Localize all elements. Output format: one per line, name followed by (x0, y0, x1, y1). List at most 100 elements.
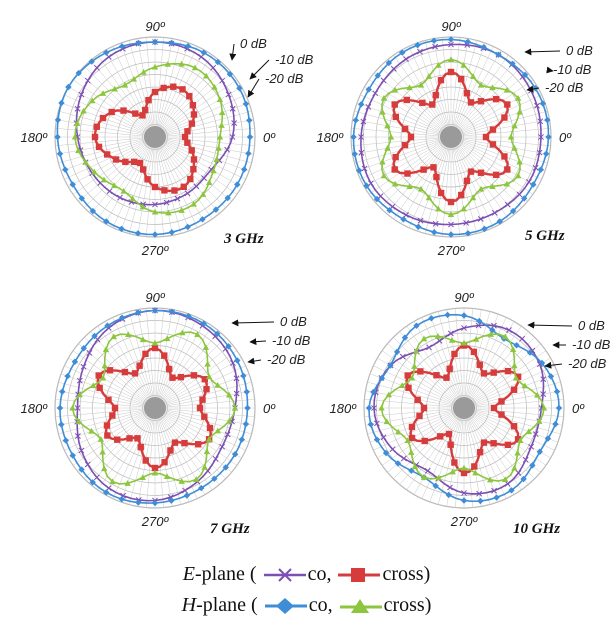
data-point-hco (198, 484, 205, 492)
data-point-hcross (383, 418, 390, 425)
data-point-eco (233, 390, 240, 397)
data-point-eco (105, 53, 112, 60)
data-point-eco (74, 433, 81, 439)
data-point-hcross (472, 469, 479, 476)
grid-spoke (455, 308, 465, 409)
grid-spoke (450, 66, 522, 138)
data-point-eco (224, 146, 231, 153)
grid-spoke (112, 136, 156, 228)
data-point-hcross (460, 61, 467, 68)
angle-label-90: 90º (441, 19, 461, 34)
grid-spoke (154, 119, 254, 138)
grid-spoke (60, 373, 156, 409)
data-point-hcross (215, 145, 222, 151)
data-point-eco (358, 134, 364, 140)
data-point-ecross (106, 367, 114, 374)
grid-spoke (58, 110, 156, 138)
data-point-ecross (136, 362, 143, 369)
data-point-ecross (187, 175, 194, 183)
data-point-eco (532, 164, 539, 171)
data-point-ecross (490, 369, 497, 376)
data-point-eco (536, 149, 543, 156)
data-point-hcross (99, 374, 107, 381)
db-arrow (524, 48, 561, 56)
db-label: 0 dB (240, 36, 267, 51)
grid-spoke (450, 136, 469, 236)
grid-spoke (154, 136, 250, 172)
data-point-hcross (534, 391, 541, 398)
grid-spoke (97, 136, 156, 220)
data-point-hcross (140, 68, 147, 75)
data-point-ecross (392, 113, 400, 121)
grid-spoke (104, 50, 156, 138)
data-point-hcross (391, 86, 399, 93)
data-point-eco (475, 322, 482, 329)
data-point-ecross (171, 187, 178, 194)
data-point-hcross (514, 172, 522, 179)
data-point-hcross (130, 75, 138, 82)
data-point-hco (365, 404, 373, 412)
db-arrow (249, 59, 270, 80)
data-point-hcross (225, 391, 233, 398)
data-point-ecross (167, 447, 174, 454)
data-point-ecross (480, 439, 488, 446)
data-point-ecross (139, 112, 146, 119)
data-point-hco (200, 49, 207, 56)
data-point-hcross (460, 464, 468, 471)
data-point-ecross (95, 372, 102, 379)
data-point-hcross (502, 476, 509, 483)
data-point-ecross (482, 133, 490, 141)
grid-spoke (413, 321, 465, 409)
data-point-eco (461, 325, 467, 331)
data-point-hco (447, 36, 455, 43)
data-point-hco (89, 479, 96, 486)
legend-h-plane-suffix: -plane ( (196, 594, 258, 616)
data-point-hcross (151, 339, 159, 346)
data-point-eco (229, 105, 236, 112)
data-point-hco (394, 460, 402, 467)
data-point-hco (399, 49, 406, 56)
data-point-hcross (507, 133, 515, 140)
grid-spoke (154, 365, 246, 409)
grid-spoke (393, 136, 452, 220)
data-point-hcross (120, 187, 127, 194)
data-point-hcross (231, 404, 239, 411)
data-point-hcross (164, 61, 172, 67)
data-point-ecross (131, 370, 139, 377)
data-point-hco (200, 320, 207, 327)
data-point-eco (106, 188, 113, 195)
data-point-hco (373, 436, 381, 443)
data-point-ecross (180, 183, 187, 190)
data-point-ecross (463, 177, 471, 185)
angle-label-270: 270º (141, 243, 170, 258)
data-point-ecross (457, 75, 465, 83)
data-point-hco (386, 206, 393, 214)
data-point-hcross (514, 95, 522, 101)
data-point-hco (428, 315, 435, 322)
grid-spoke (154, 308, 164, 409)
data-point-ecross (194, 441, 202, 448)
polar-chart-2: 90º 180º 0º 270º 0 dB -10 dB -20 dB 7 GHz (21, 290, 311, 537)
grid-spoke (72, 79, 156, 138)
grid-spoke (146, 136, 156, 237)
data-point-hco (521, 71, 529, 79)
data-point-ecross (477, 98, 485, 105)
db-arrow (527, 321, 573, 329)
data-point-hco (358, 101, 365, 108)
grid-spoke (463, 357, 551, 409)
data-point-hcross (417, 185, 425, 192)
data-point-hcross (75, 147, 82, 154)
data-point-eco (208, 166, 215, 173)
data-point-hco (118, 225, 125, 233)
db-label: 0 dB (566, 43, 593, 58)
data-point-ecross (112, 156, 120, 163)
grid-spoke (154, 136, 255, 146)
data-point-hco (445, 491, 452, 499)
data-point-hcross (88, 427, 95, 434)
db-arrow (247, 78, 260, 98)
data-point-hco (413, 322, 420, 329)
data-point-eco (389, 446, 396, 453)
grid-center (453, 397, 475, 419)
data-point-eco (365, 104, 372, 110)
data-point-hco (62, 166, 69, 173)
